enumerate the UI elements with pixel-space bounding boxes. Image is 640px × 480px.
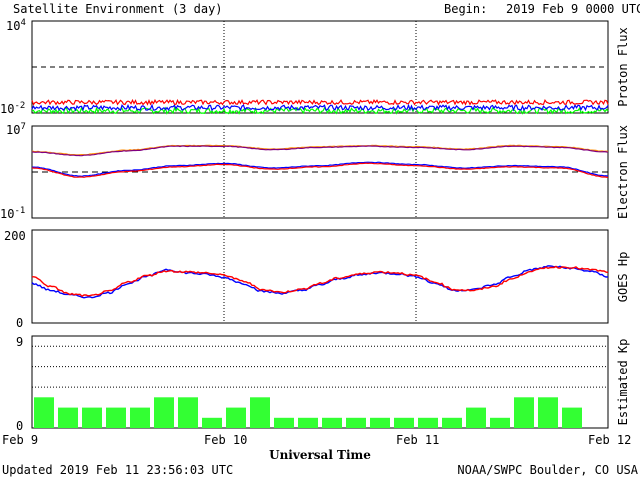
- chart-title: Satellite Environment (3 day): [13, 2, 223, 16]
- kp-bar: [34, 397, 54, 428]
- proton-series-low: [31, 106, 609, 115]
- kp-bar: [58, 407, 78, 428]
- xtick-feb10: Feb 10: [204, 433, 247, 447]
- hp-panel-frame: [31, 229, 609, 324]
- proton-ytick-top: 104: [6, 18, 26, 33]
- kp-bar: [514, 397, 534, 428]
- estimated-kp-plot: [32, 345, 608, 428]
- hp-ytick-bottom: 0: [16, 316, 23, 330]
- kp-bar: [538, 397, 558, 428]
- electron-series-gt2mev-1: [31, 162, 609, 178]
- updated-timestamp: Updated 2019 Feb 11 23:56:03 UTC: [2, 463, 233, 477]
- kp-bar: [394, 417, 414, 428]
- xtick-feb9: Feb 9: [2, 433, 38, 447]
- electron-flux-plot: [31, 144, 609, 178]
- kp-panel-frame: [31, 335, 609, 429]
- proton-flux-ylabel: Proton Flux: [616, 27, 630, 106]
- hp-series-a: [31, 265, 609, 299]
- kp-bar: [442, 417, 462, 428]
- kp-bar: [130, 407, 150, 428]
- kp-bar: [322, 417, 342, 428]
- kp-bar: [250, 397, 270, 428]
- proton-series-high: [31, 98, 609, 106]
- kp-ytick-top: 9: [16, 335, 23, 349]
- xtick-feb12: Feb 12: [588, 433, 631, 447]
- x-axis-label: Universal Time: [269, 448, 371, 462]
- kp-bar: [154, 397, 174, 428]
- goes-hp-ylabel: GOES Hp: [616, 252, 630, 303]
- kp-bar: [490, 417, 510, 428]
- kp-bar: [562, 407, 582, 428]
- estimated-kp-ylabel: Estimated Kp: [616, 339, 630, 426]
- hp-ytick-top: 200: [4, 229, 26, 243]
- kp-bar: [106, 407, 126, 428]
- kp-bar: [346, 417, 366, 428]
- credit-text: NOAA/SWPC Boulder, CO USA: [457, 463, 638, 477]
- hp-series-b: [32, 265, 609, 298]
- electron-ytick-bottom: 10-1: [0, 206, 25, 221]
- kp-bar: [178, 397, 198, 428]
- kp-bar: [226, 407, 246, 428]
- kp-ytick-bottom: 0: [16, 419, 23, 433]
- xtick-feb11: Feb 11: [396, 433, 439, 447]
- kp-bar: [82, 407, 102, 428]
- electron-series-gt08mev-1: [31, 145, 609, 157]
- begin-value: 2019 Feb 9 0000 UTC: [506, 2, 640, 16]
- electron-flux-ylabel: Electron Flux: [616, 125, 630, 219]
- proton-series-mid: [31, 103, 609, 112]
- kp-bar: [466, 407, 486, 428]
- electron-series-gt2mev-0: [32, 161, 609, 177]
- proton-ytick-bottom: 10-2: [0, 101, 25, 116]
- begin-label: Begin:: [444, 2, 487, 16]
- goes-hp-plot: [31, 265, 609, 299]
- kp-bar: [298, 417, 318, 428]
- kp-bar: [418, 417, 438, 428]
- electron-ytick-top: 107: [6, 122, 26, 137]
- kp-bar: [370, 417, 390, 428]
- kp-bar: [274, 417, 294, 428]
- proton-flux-plot: [31, 66, 609, 115]
- kp-bar: [202, 417, 222, 428]
